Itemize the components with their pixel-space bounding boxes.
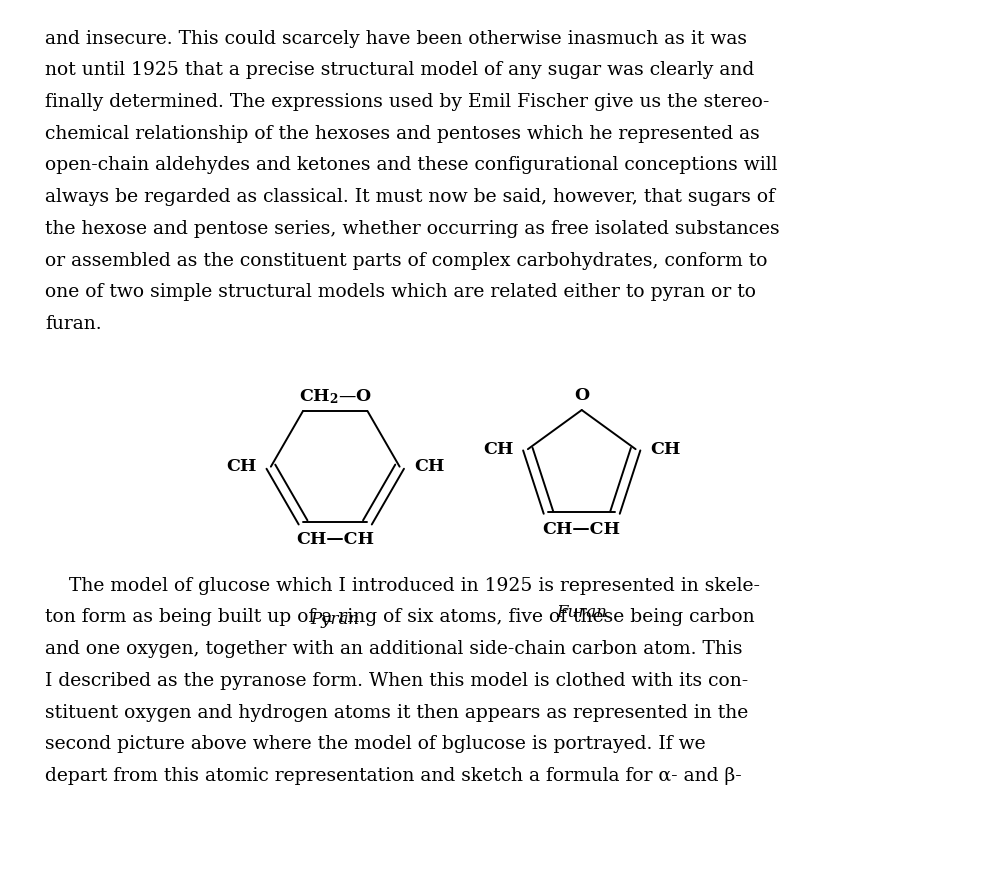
Text: open-chain aldehydes and ketones and these configurational conceptions will: open-chain aldehydes and ketones and the… — [45, 156, 778, 174]
Text: ton form as being built up of a ring of six atoms, five of these being carbon: ton form as being built up of a ring of … — [45, 609, 755, 627]
Text: O: O — [574, 386, 590, 403]
Text: the hexose and pentose series, whether occurring as free isolated substances: the hexose and pentose series, whether o… — [45, 220, 780, 238]
Text: Furan: Furan — [556, 603, 607, 620]
Text: I described as the pyranose form. When this model is clothed with its con-: I described as the pyranose form. When t… — [45, 672, 748, 690]
Text: depart from this atomic representation and sketch a formula for α- and β-: depart from this atomic representation a… — [45, 767, 742, 785]
Text: finally determined. The expressions used by Emil Fischer give us the stereo-: finally determined. The expressions used… — [45, 93, 770, 111]
Text: The model of glucose which I introduced in 1925 is represented in skele-: The model of glucose which I introduced … — [45, 577, 760, 595]
Text: CH: CH — [483, 441, 514, 458]
Text: CH: CH — [227, 458, 256, 476]
Text: $\mathregular{CH_2}$—O: $\mathregular{CH_2}$—O — [299, 387, 372, 406]
Text: CH: CH — [650, 441, 680, 458]
Text: second picture above where the model of bglucose is portrayed. If we: second picture above where the model of … — [45, 735, 706, 754]
Text: CH—CH: CH—CH — [542, 521, 621, 538]
Text: chemical relationship of the hexoses and pentoses which he represented as: chemical relationship of the hexoses and… — [45, 124, 760, 143]
Text: or assembled as the constituent parts of complex carbohydrates, conform to: or assembled as the constituent parts of… — [45, 252, 768, 270]
Text: always be regarded as classical. It must now be said, however, that sugars of: always be regarded as classical. It must… — [45, 189, 775, 207]
Text: furan.: furan. — [45, 316, 102, 333]
Text: and insecure. This could scarcely have been otherwise inasmuch as it was: and insecure. This could scarcely have b… — [45, 30, 747, 47]
Text: one of two simple structural models which are related either to pyran or to: one of two simple structural models whic… — [45, 283, 756, 301]
Text: CH—CH: CH—CH — [296, 531, 375, 548]
Text: Pyran: Pyran — [311, 611, 360, 628]
Text: and one oxygen, together with an additional side-chain carbon atom. This: and one oxygen, together with an additio… — [45, 640, 742, 658]
Text: stituent oxygen and hydrogen atoms it then appears as represented in the: stituent oxygen and hydrogen atoms it th… — [45, 704, 748, 721]
Text: not until 1925 that a precise structural model of any sugar was clearly and: not until 1925 that a precise structural… — [45, 61, 754, 80]
Text: CH: CH — [414, 458, 444, 476]
